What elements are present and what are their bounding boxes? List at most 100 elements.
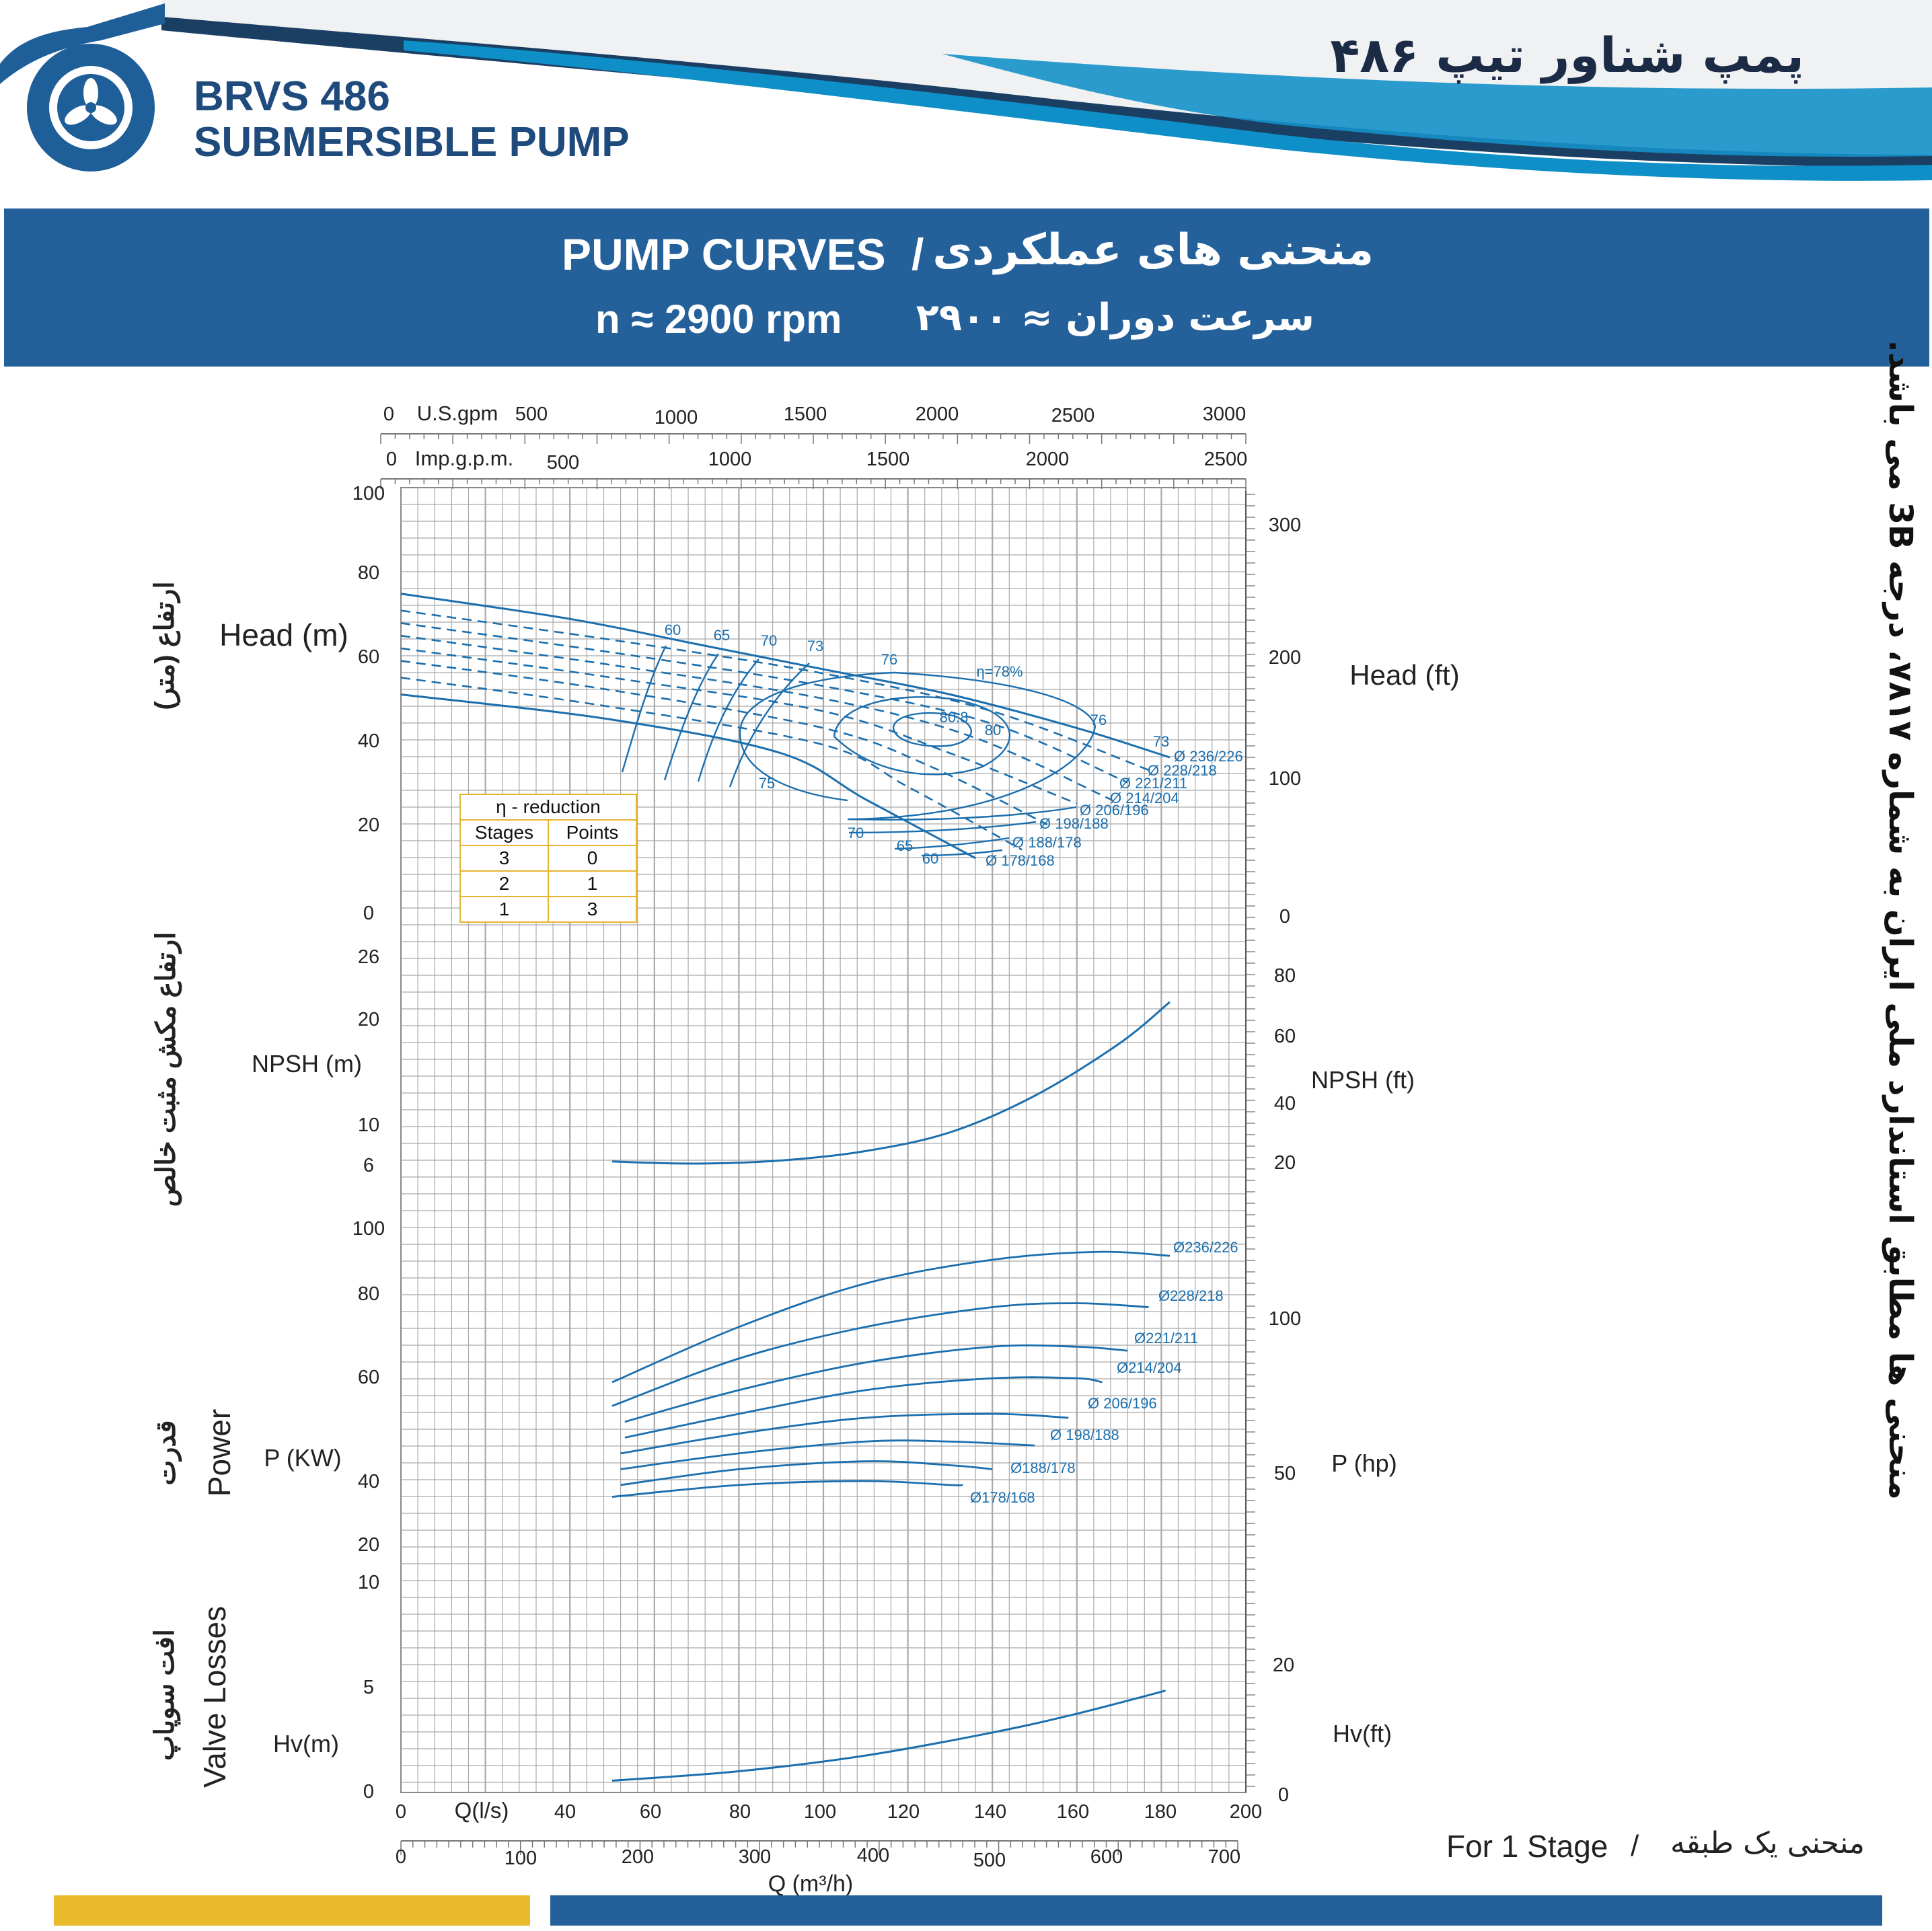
head-curve xyxy=(400,634,1111,800)
m3h-tick-label: 700 xyxy=(1208,1846,1240,1868)
head-tick-label: 40 xyxy=(358,730,379,752)
company-logo-icon xyxy=(0,3,165,172)
impgpm-tick-label: 2500 xyxy=(1204,449,1248,470)
m3h-tick-label: 0 xyxy=(396,1846,406,1868)
footer-separator: / xyxy=(1631,1829,1639,1862)
banner-speed-en: n ≈ 2900 rpm xyxy=(595,297,842,342)
ls-tick-label: 120 xyxy=(887,1801,920,1823)
efficiency-contour xyxy=(894,837,1010,850)
head-axis-label-fa: ارتفاع (متر) xyxy=(150,581,181,710)
m3h-tick-label: 100 xyxy=(505,1848,537,1869)
power-curve-label: Ø 198/188 xyxy=(1050,1427,1119,1443)
efficiency-label: 65 xyxy=(897,837,913,854)
reduction-cell: 3 xyxy=(461,846,549,870)
footer-stage-fa: منحنی یک طبقه xyxy=(1670,1826,1865,1860)
power-tick-label: 40 xyxy=(358,1471,379,1492)
valve-ft-label: Hv(ft) xyxy=(1333,1720,1392,1747)
reduction-table-title: η - reduction xyxy=(461,795,636,821)
power-hp-tick-label: 50 xyxy=(1274,1463,1296,1484)
m3h-tick-label: 400 xyxy=(857,1845,889,1866)
head-tick-label: 20 xyxy=(358,815,379,836)
npsh-ft-tick-label: 60 xyxy=(1274,1026,1296,1047)
impgpm-tick-label: 0 xyxy=(386,449,397,470)
standard-note: منحنی ها مطابق استاندارد ملی ایران به شم… xyxy=(1882,340,1919,1500)
valve-unit-label: Hv(m) xyxy=(273,1730,339,1757)
power-curve-label: Ø214/204 xyxy=(1117,1359,1182,1376)
efficiency-label: 80.8 xyxy=(940,709,969,726)
power-hp-label: P (hp) xyxy=(1331,1449,1397,1477)
power-curve xyxy=(620,1412,1069,1455)
banner-title-en: PUMP CURVES xyxy=(562,229,886,279)
impeller-label: Ø 228/218 xyxy=(1148,762,1217,779)
usgpm-tick-label: 500 xyxy=(515,404,548,425)
power-axis-label: Power xyxy=(202,1409,237,1497)
efficiency-contour xyxy=(892,712,972,747)
efficiency-contour xyxy=(621,645,667,773)
header-swoosh xyxy=(0,0,1932,202)
head-curve xyxy=(400,609,1150,771)
efficiency-label: 75 xyxy=(759,775,775,792)
power-curve-label: Ø236/226 xyxy=(1173,1239,1238,1256)
impeller-label: Ø 178/168 xyxy=(986,852,1055,869)
footer-bar-left xyxy=(54,1895,530,1926)
impeller-label: Ø 206/196 xyxy=(1080,802,1149,819)
power-curve-label: Ø228/218 xyxy=(1158,1287,1224,1304)
power-curve-label: Ø178/168 xyxy=(970,1489,1035,1506)
ls-axis-label: Q(l/s) xyxy=(455,1798,509,1823)
reduction-cell: 1 xyxy=(587,873,598,894)
npsh-tick-label: 6 xyxy=(363,1155,374,1176)
usgpm-tick-label: 2000 xyxy=(916,404,959,425)
npsh-tick-label: 20 xyxy=(358,1009,379,1030)
efficiency-contour xyxy=(833,696,1010,775)
impgpm-tick-label: 500 xyxy=(547,452,579,474)
power-curve-label: Ø 206/196 xyxy=(1088,1395,1157,1412)
power-curve-label: Ø188/178 xyxy=(1010,1460,1076,1476)
head-curve xyxy=(400,622,1128,784)
power-curve xyxy=(620,1460,993,1486)
efficiency-label: 73 xyxy=(807,638,823,654)
impeller-label: Ø 221/211 xyxy=(1119,775,1187,792)
m3h-tick-label: 300 xyxy=(739,1846,771,1868)
npsh-tick-label: 10 xyxy=(358,1114,379,1136)
power-tick-label: 80 xyxy=(358,1283,379,1305)
impgpm-axis-label: Imp.g.p.m. xyxy=(415,447,513,470)
efficiency-contour xyxy=(921,849,1003,857)
npsh-axis-label-fa: ارتفاع مکش مثبت خالص xyxy=(151,932,182,1207)
head-ft-tick-label: 100 xyxy=(1269,768,1301,790)
usgpm-tick-label: 0 xyxy=(383,404,394,425)
efficiency-contour xyxy=(663,653,719,781)
banner-speed-fa: سرعت دوران ≈ ۲۹۰۰ xyxy=(916,296,1314,340)
usgpm-tick-label: 3000 xyxy=(1203,404,1247,425)
npsh-ft-axis-label: NPSH (ft) xyxy=(1311,1066,1415,1094)
usgpm-axis-label: U.S.gpm xyxy=(417,402,498,425)
banner-separator: / xyxy=(912,229,924,279)
head-ft-axis-label: Head (ft) xyxy=(1349,659,1459,691)
npsh-tick-label: 26 xyxy=(358,946,379,968)
head-tick-label: 100 xyxy=(352,483,385,504)
valve-curve xyxy=(611,1690,1166,1782)
head-ft-tick-label: 0 xyxy=(1279,906,1290,927)
impgpm-tick-label: 2000 xyxy=(1026,449,1070,470)
valve-axis-label: Valve Losses xyxy=(197,1606,232,1788)
npsh-axis-label: NPSH (m) xyxy=(252,1050,362,1077)
valve-tick-label: 0 xyxy=(363,1781,374,1803)
npsh-ft-tick-label: 80 xyxy=(1274,965,1296,987)
efficiency-contour xyxy=(848,821,1037,834)
m3h-axis-label: Q (m³/h) xyxy=(768,1871,854,1897)
valve-ft-tick-label: 20 xyxy=(1273,1655,1294,1676)
ls-tick-label: 100 xyxy=(804,1801,836,1823)
efficiency-label: 65 xyxy=(714,627,730,644)
chart-curves xyxy=(400,593,1171,1782)
efficiency-label: 76 xyxy=(1090,712,1107,728)
efficiency-contour xyxy=(847,806,1077,821)
power-curve-label: Ø221/211 xyxy=(1134,1330,1198,1347)
power-tick-label: 60 xyxy=(358,1367,379,1388)
usgpm-tick-label: 1500 xyxy=(784,404,827,425)
head-ft-tick-label: 300 xyxy=(1269,515,1301,536)
efficiency-label: 73 xyxy=(1153,733,1169,750)
m3h-tick-label: 600 xyxy=(1090,1846,1123,1868)
ls-tick-label: 140 xyxy=(974,1801,1006,1823)
impeller-label: Ø 214/204 xyxy=(1110,790,1179,806)
power-unit-label: P (KW) xyxy=(264,1444,341,1472)
